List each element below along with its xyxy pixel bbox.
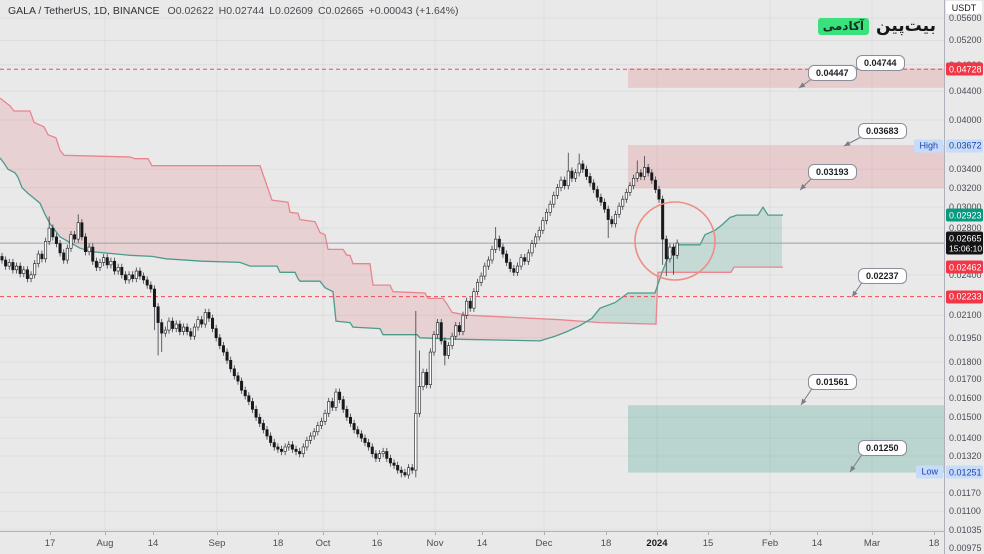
price-callout-label[interactable]: 0.01250: [858, 440, 907, 456]
indicator-price-label: 0.04728: [946, 62, 983, 76]
price-tick-label: 0.01320: [949, 451, 982, 462]
time-tick-label: 15: [702, 538, 714, 549]
time-tick-label: Mar: [863, 538, 881, 549]
time-tick-mark: [872, 532, 873, 535]
price-tick-label: 0.02800: [949, 223, 982, 234]
brand-name: بیت‌پین: [876, 16, 936, 36]
price-tick-label: 0.01950: [949, 332, 982, 343]
symbol-legend[interactable]: GALA / TetherUS, 1D, BINANCE O0.02622 H0.0…: [8, 5, 463, 17]
time-tick-label: 17: [44, 538, 56, 549]
candlestick-chart[interactable]: [0, 0, 944, 531]
usdt-button[interactable]: USDT: [946, 1, 982, 14]
price-tick-label: 0.01400: [949, 433, 982, 444]
ichimoku-cloud: [0, 97, 783, 342]
time-tick-mark: [544, 532, 545, 535]
price-tick-label: 0.05200: [949, 35, 982, 46]
indicator-price-label: 0.02233: [946, 290, 983, 304]
high-tag: High: [914, 139, 943, 153]
indicator-price-label: 0.02923: [946, 208, 983, 222]
time-tick-label: Dec: [535, 538, 553, 549]
time-tick-label: 14: [147, 538, 159, 549]
time-tick-mark: [708, 532, 709, 535]
brand-badge: آکادمی: [817, 17, 870, 35]
price-callout-label[interactable]: 0.04744: [856, 55, 905, 71]
price-tick-label: 0.01800: [949, 357, 982, 367]
low-tag: Low: [916, 465, 943, 479]
axis-separator-horizontal: [0, 531, 944, 532]
price-callout-label[interactable]: 0.04447: [808, 65, 857, 81]
time-tick-label: 18: [600, 538, 612, 549]
price-tick-label: 0.00975: [949, 542, 982, 553]
price-tick-label: 0.03200: [949, 182, 982, 193]
time-tick-label: 18: [928, 538, 940, 549]
time-tick-mark: [934, 532, 935, 535]
ohlc-open: O0.02622: [167, 5, 214, 17]
time-tick-mark: [606, 532, 607, 535]
price-axis[interactable]: 0.056000.052000.048000.044000.040000.034…: [945, 0, 984, 554]
time-tick-mark: [377, 532, 378, 535]
price-tick-label: 0.01500: [949, 412, 982, 423]
time-tick-mark: [50, 532, 51, 535]
time-tick-label: Nov: [426, 538, 444, 549]
price-tick-label: 0.01100: [949, 506, 981, 517]
time-tick-mark: [817, 532, 818, 535]
price-callout-label[interactable]: 0.01561: [808, 374, 857, 390]
price-tick-label: 0.04400: [949, 86, 982, 97]
price-callout-label[interactable]: 0.02237: [858, 268, 907, 284]
price-tick-label: 0.01035: [949, 524, 982, 535]
price-tick-label: 0.01170: [949, 487, 981, 498]
highlight-ellipse[interactable]: [634, 201, 716, 281]
price-tick-label: 0.01700: [949, 374, 982, 385]
price-callout-label[interactable]: 0.03683: [858, 123, 907, 139]
price-tick-label: 0.01600: [949, 392, 982, 403]
time-tick-mark: [153, 532, 154, 535]
price-tick-label: 0.05600: [949, 13, 982, 23]
ohlc-high: H0.02744: [218, 5, 265, 17]
supply-demand-zones[interactable]: [628, 68, 944, 473]
ohlc-low: L0.02609: [269, 5, 314, 17]
alert-dashed-lines[interactable]: [0, 68, 944, 298]
time-tick-label: 14: [811, 538, 823, 549]
time-tick-mark: [323, 532, 324, 535]
time-tick-mark: [217, 532, 218, 535]
time-tick-mark: [105, 532, 106, 535]
price-callout-label[interactable]: 0.03193: [808, 164, 857, 180]
current-price-label: 0.02665 15:06:10: [946, 231, 983, 255]
time-tick-label: 16: [371, 538, 383, 549]
axis-separator-vertical: [944, 0, 945, 554]
time-tick-label: Aug: [96, 538, 114, 549]
time-tick-label: Oct: [315, 538, 331, 549]
price-tick-label: 0.03000: [949, 202, 982, 213]
price-tick-label: 0.04000: [949, 114, 982, 125]
ohlc-close: C0.02665: [318, 5, 364, 17]
time-tick-label: 2024: [646, 538, 668, 549]
time-tick-label: Feb: [761, 538, 779, 549]
indicator-price-label: 0.03672: [946, 139, 983, 153]
price-tick-label: 0.03400: [949, 164, 982, 175]
indicator-price-label: 0.01251: [946, 465, 983, 479]
time-tick-label: 14: [476, 538, 488, 549]
brand-logo: بیت‌پین آکادمی: [817, 16, 936, 36]
time-tick-mark: [657, 532, 658, 535]
time-axis[interactable]: 17 Aug 14 Sep 18 Oct 16 Nov 14 Dec 18 2024 15 Feb 14 Ma…: [0, 532, 944, 554]
price-tick-label: 0.02400: [949, 269, 982, 280]
time-tick-label: Sep: [208, 538, 226, 549]
time-tick-label: 18: [272, 538, 284, 549]
time-tick-mark: [482, 532, 483, 535]
price-tick-label: 0.02100: [949, 310, 982, 321]
symbol-title[interactable]: GALA / TetherUS, 1D, BINANCE: [8, 5, 160, 17]
time-tick-mark: [435, 532, 436, 535]
candles: [0, 152, 679, 479]
ohlc-change: +0.00043 (+1.64%): [368, 5, 459, 17]
time-tick-mark: [770, 532, 771, 535]
time-tick-mark: [278, 532, 279, 535]
indicator-price-label: 0.02462: [946, 260, 983, 274]
